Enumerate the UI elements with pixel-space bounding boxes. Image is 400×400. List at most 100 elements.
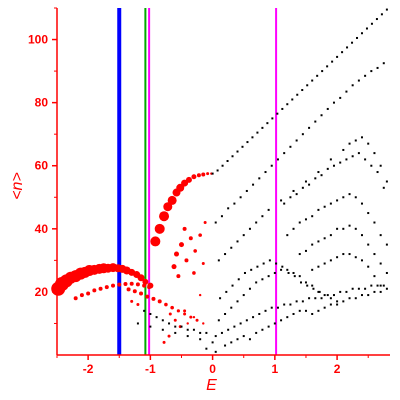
point-red-42 bbox=[117, 282, 122, 287]
point-black-162 bbox=[239, 322, 242, 325]
point-black-257 bbox=[205, 347, 208, 350]
point-red-73 bbox=[168, 312, 172, 316]
point-black-44 bbox=[264, 171, 267, 174]
point-black-218 bbox=[293, 275, 296, 278]
point-black-188 bbox=[230, 306, 233, 309]
point-black-56 bbox=[339, 96, 342, 99]
point-black-155 bbox=[192, 328, 195, 331]
point-black-123 bbox=[317, 240, 320, 243]
point-black-142 bbox=[354, 256, 357, 259]
point-black-252 bbox=[174, 331, 177, 334]
point-black-84 bbox=[379, 164, 382, 167]
point-black-4 bbox=[231, 155, 234, 158]
point-black-97 bbox=[351, 155, 354, 158]
point-black-109 bbox=[323, 205, 326, 208]
point-red-40 bbox=[104, 285, 109, 290]
point-black-45 bbox=[270, 164, 273, 167]
point-black-108 bbox=[317, 208, 320, 211]
point-red-32 bbox=[201, 172, 206, 177]
point-black-10 bbox=[261, 126, 264, 129]
point-black-11 bbox=[266, 122, 269, 125]
point-black-190 bbox=[242, 294, 245, 297]
point-black-43 bbox=[258, 177, 261, 180]
point-black-124 bbox=[323, 237, 326, 240]
point-red-69 bbox=[193, 249, 197, 253]
point-black-72 bbox=[267, 208, 270, 211]
point-black-34 bbox=[380, 13, 383, 16]
point-black-73 bbox=[280, 199, 283, 202]
point-black-235 bbox=[304, 309, 307, 312]
point-black-193 bbox=[261, 278, 264, 281]
point-black-196 bbox=[280, 268, 283, 271]
point-black-75 bbox=[304, 180, 307, 183]
point-black-68 bbox=[242, 234, 245, 237]
point-black-13 bbox=[276, 112, 279, 115]
point-black-0 bbox=[211, 172, 214, 175]
point-black-81 bbox=[360, 136, 363, 139]
point-black-140 bbox=[342, 253, 345, 256]
point-black-164 bbox=[252, 316, 255, 319]
point-black-55 bbox=[332, 101, 335, 104]
point-black-54 bbox=[326, 107, 329, 110]
point-black-221 bbox=[312, 287, 315, 290]
point-red-62 bbox=[174, 251, 180, 257]
point-black-138 bbox=[329, 259, 332, 262]
point-black-238 bbox=[323, 306, 326, 309]
point-black-227 bbox=[255, 331, 258, 334]
point-black-239 bbox=[329, 303, 332, 306]
point-red-78 bbox=[192, 315, 196, 319]
point-black-24 bbox=[331, 60, 334, 63]
point-black-79 bbox=[348, 142, 351, 145]
point-red-22 bbox=[154, 223, 165, 234]
point-black-66 bbox=[230, 246, 233, 249]
point-black-147 bbox=[143, 309, 146, 312]
point-black-186 bbox=[217, 319, 220, 322]
point-black-98 bbox=[357, 152, 360, 155]
point-black-209 bbox=[237, 278, 240, 281]
point-black-145 bbox=[373, 275, 376, 278]
point-black-237 bbox=[317, 309, 320, 312]
point-black-233 bbox=[292, 312, 295, 315]
point-red-66 bbox=[184, 258, 189, 263]
point-black-67 bbox=[236, 240, 239, 243]
point-black-132 bbox=[373, 253, 376, 256]
point-black-106 bbox=[304, 218, 307, 221]
point-black-241 bbox=[342, 300, 345, 303]
point-black-151 bbox=[168, 322, 171, 325]
point-black-229 bbox=[267, 325, 270, 328]
point-black-70 bbox=[255, 221, 258, 224]
vertical-lines bbox=[117, 8, 278, 355]
point-black-163 bbox=[245, 319, 248, 322]
point-black-101 bbox=[376, 171, 379, 174]
point-black-88 bbox=[295, 193, 298, 196]
point-black-128 bbox=[348, 224, 351, 227]
point-black-78 bbox=[342, 148, 345, 151]
point-black-173 bbox=[308, 297, 311, 300]
y-tick-label: 60 bbox=[35, 159, 49, 173]
point-black-245 bbox=[367, 294, 370, 297]
point-black-208 bbox=[231, 284, 234, 287]
point-black-161 bbox=[233, 325, 236, 328]
point-black-18 bbox=[301, 89, 304, 92]
point-red-56 bbox=[176, 309, 180, 313]
point-black-36 bbox=[214, 221, 217, 224]
point-black-127 bbox=[342, 227, 345, 230]
point-black-6 bbox=[241, 145, 244, 148]
point-black-195 bbox=[273, 271, 276, 274]
point-black-217 bbox=[287, 271, 290, 274]
point-black-143 bbox=[360, 259, 363, 262]
point-black-174 bbox=[314, 297, 317, 300]
point-red-33 bbox=[206, 172, 210, 176]
point-red-29 bbox=[185, 176, 192, 183]
point-black-90 bbox=[308, 183, 311, 186]
point-black-29 bbox=[356, 36, 359, 39]
point-black-230 bbox=[273, 322, 276, 325]
point-black-216 bbox=[281, 265, 284, 268]
point-black-253 bbox=[186, 335, 189, 338]
point-black-104 bbox=[292, 227, 295, 230]
point-black-157 bbox=[205, 331, 208, 334]
point-black-156 bbox=[199, 331, 202, 334]
point-black-37 bbox=[220, 215, 223, 218]
point-red-25 bbox=[167, 195, 177, 205]
